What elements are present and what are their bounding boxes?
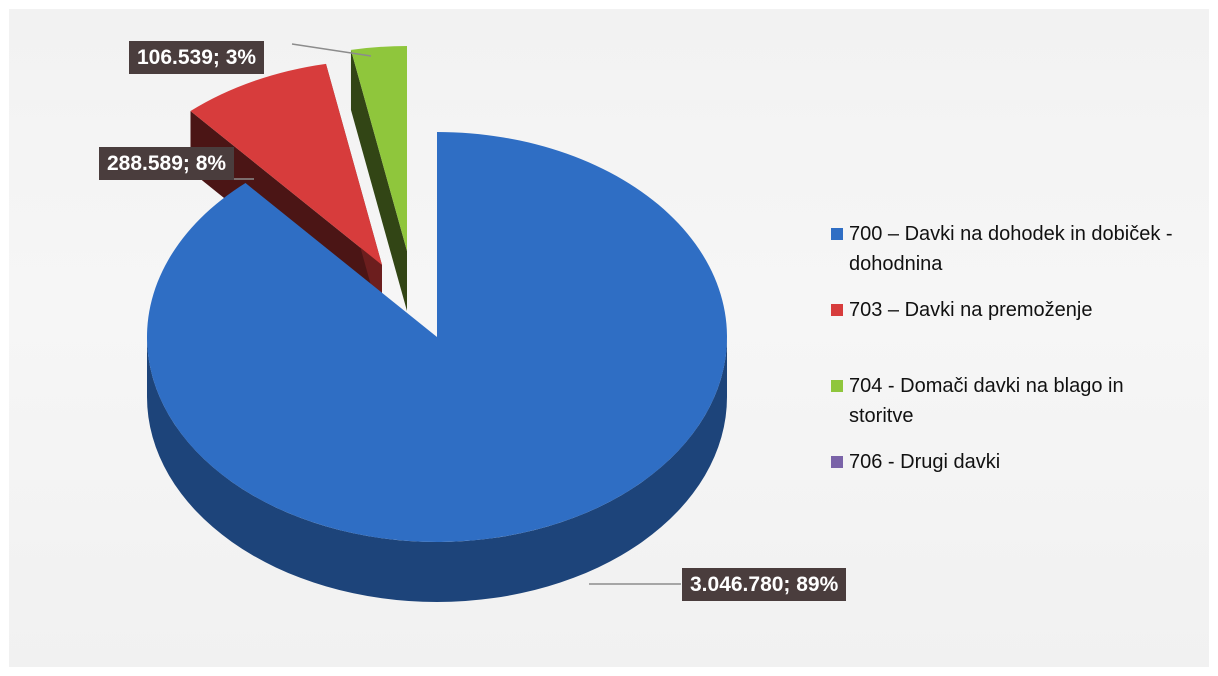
legend-swatch-706 xyxy=(831,456,843,468)
pie-slice-top-2 xyxy=(350,46,407,251)
pie-slice-2 xyxy=(350,46,407,311)
legend-label-706: 706 - Drugi davki xyxy=(849,451,1001,473)
legend: 700 – Davki na dohodek in dobiček - doho… xyxy=(831,219,1191,493)
legend-swatch-704 xyxy=(831,380,843,392)
pie-slice-top-0 xyxy=(147,132,727,542)
pie-slice-0 xyxy=(147,132,727,602)
legend-item-700: 700 – Davki na dohodek in dobiček - doho… xyxy=(831,219,1191,279)
legend-item-703: 703 – Davki na premoženje xyxy=(831,295,1191,325)
data-label-700: 3.046.780; 89% xyxy=(682,568,847,601)
pie-slice-cut-a-2 xyxy=(350,49,407,311)
pie-slice-top-1 xyxy=(190,63,382,265)
legend-item-704: 704 - Domači davki na blago in storitve xyxy=(831,371,1149,431)
legend-swatch-703 xyxy=(831,304,843,316)
leader-line-2 xyxy=(291,43,372,57)
legend-label-704: 704 - Domači davki na blago in storitve xyxy=(849,375,1124,427)
legend-swatch-700 xyxy=(831,228,843,240)
pie-slice-side-0 xyxy=(147,337,727,602)
pie-chart xyxy=(147,43,727,602)
legend-label-700: 700 – Davki na dohodek in dobiček - doho… xyxy=(849,223,1173,275)
data-label-704: 106.539; 3% xyxy=(129,41,265,74)
legend-label-703: 703 – Davki na premoženje xyxy=(849,299,1093,321)
chart-area: 3.046.780; 89% 288.589; 8% 106.539; 3% 7… xyxy=(9,9,1209,667)
data-label-703: 288.589; 8% xyxy=(99,147,235,180)
legend-item-706: 706 - Drugi davki xyxy=(831,447,1191,477)
